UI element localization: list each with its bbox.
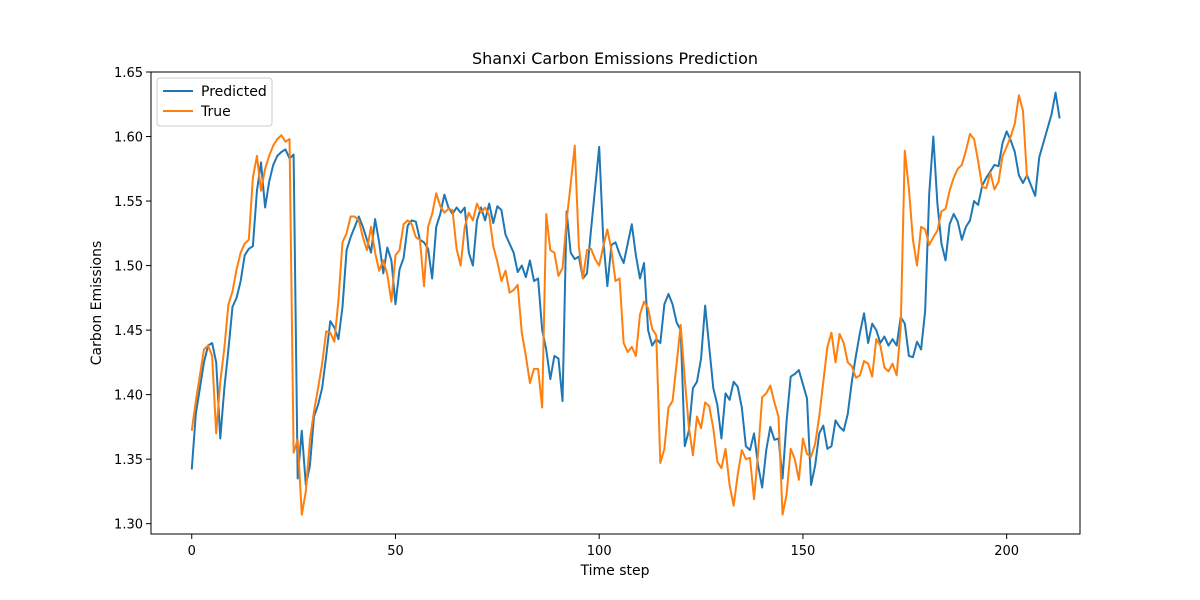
y-tick-label: 1.50 — [114, 260, 143, 275]
plot-frame — [150, 71, 1081, 535]
x-axis-ticks: 0 50 100 150 200 — [188, 534, 1019, 559]
legend-label-true: True — [200, 104, 231, 120]
y-tick-label: 1.40 — [114, 389, 143, 404]
series-line-predicted — [190, 91, 1061, 489]
legend-label-predicted: Predicted — [201, 84, 267, 100]
x-tick-label: 150 — [791, 544, 816, 559]
legend: Predicted True — [156, 77, 273, 127]
x-tick-label: 50 — [387, 544, 404, 559]
x-tick-label: 0 — [188, 544, 196, 559]
plot-area — [190, 91, 1061, 516]
x-tick-label: 200 — [994, 544, 1019, 559]
y-tick-label: 1.35 — [114, 453, 143, 468]
y-tick-label: 1.60 — [114, 131, 143, 146]
y-tick-label: 1.30 — [114, 518, 143, 533]
x-tick-label: 100 — [587, 544, 612, 559]
y-tick-label: 1.55 — [114, 195, 143, 210]
y-tick-label: 1.45 — [114, 324, 143, 339]
series-line-true — [190, 94, 1029, 516]
y-tick-label: 1.65 — [114, 66, 143, 81]
x-axis-label: Time step — [580, 563, 650, 579]
chart-title: Shanxi Carbon Emissions Prediction — [472, 49, 758, 68]
y-axis-label: Carbon Emissions — [89, 241, 105, 365]
y-axis-ticks: 1.30 1.35 1.40 1.45 1.50 1.55 1.60 1.65 — [114, 66, 151, 533]
